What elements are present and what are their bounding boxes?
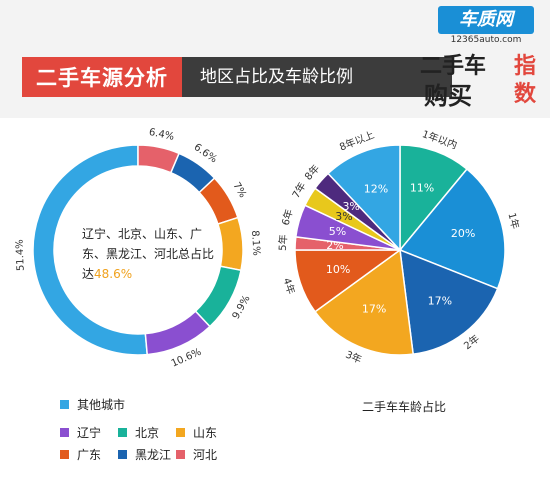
pie-value-6: 5% [329,225,346,238]
legend-label: 其他城市 [77,398,126,412]
logo-line1: 二手车 [420,54,487,79]
pie-slice-3 [314,248,414,356]
page-title: 二手车源分析 [22,57,182,97]
donut-center-label: 辽宁、北京、山东、广东、黑龙江、河北总占比达 [82,227,215,281]
logo-line1-accent: 指 [514,54,537,79]
pie-value-1: 20% [451,227,475,240]
legend-item-2: 北京 [118,424,159,441]
legend-item-0: 其他城市 [60,396,125,413]
pie-category-6: 6年 [279,208,296,227]
legend-swatch [176,450,185,459]
legend-item-6: 河北 [176,446,217,463]
pie-category-2: 2年 [461,332,482,352]
donut-center-text: 辽宁、北京、山东、广东、黑龙江、河北总占比达48.6% [82,224,214,284]
pie-value-3: 17% [362,303,386,316]
donut-slice-4 [216,216,244,272]
legend-item-4: 广东 [60,446,101,463]
logo-url: 12365auto.com [450,35,522,45]
donut-center-value: 48.6% [94,267,133,281]
pie-slice-2 [399,248,499,356]
legend-label: 辽宁 [77,426,102,440]
legend-swatch [118,428,127,437]
donut-label-3: 7% [230,181,248,200]
legend-item-3: 山东 [176,424,217,441]
legend-swatch [118,450,127,459]
legend-label: 黑龙江 [135,448,172,462]
legend-label: 广东 [77,448,102,462]
logo-brand: 车质网 [438,6,534,34]
donut-label-6: 10.6% [170,347,204,370]
pie-caption: 二手车车龄占比 [362,400,447,414]
pie-value-4: 10% [326,263,350,276]
legend-swatch [60,428,69,437]
logo-line2: 购买 [424,82,472,110]
pie-value-2: 17% [428,294,452,307]
donut-label-1: 6.4% [148,127,175,143]
pie-slice-1 [398,168,506,290]
legend-label: 河北 [193,448,218,462]
donut-label-0: 51.4% [14,239,26,271]
legend-label: 山东 [193,426,218,440]
donut-label-5: 9.9% [231,294,253,322]
pie-category-4: 4年 [280,276,297,296]
pie-value-0: 11% [410,182,434,195]
donut-slice-6 [144,310,211,356]
legend-swatch [176,428,185,437]
subtitle-background [182,57,452,97]
pie-slice-9 [327,144,401,252]
pie-category-3: 3年 [344,348,364,366]
page-subtitle: 地区占比及车龄比例 [200,67,353,87]
legend-label: 北京 [135,426,160,440]
pie-category-8: 8年 [302,162,323,183]
pie-slice-0 [399,144,468,253]
donut-label-4: 8.1% [249,230,261,256]
legend-item-5: 黑龙江 [118,446,171,463]
brand-logo: 车质网 12365auto.com 二手车 指 购买 数 [418,2,546,114]
pie-category-5: 5年 [276,234,290,251]
legend-swatch [60,400,69,409]
legend-swatch [60,450,69,459]
pie-category-7: 7年 [289,180,309,201]
logo-line2-accent: 数 [514,82,537,107]
pie-category-1: 1年 [505,211,522,230]
pie-value-9: 12% [364,182,388,195]
legend-item-1: 辽宁 [60,424,101,441]
